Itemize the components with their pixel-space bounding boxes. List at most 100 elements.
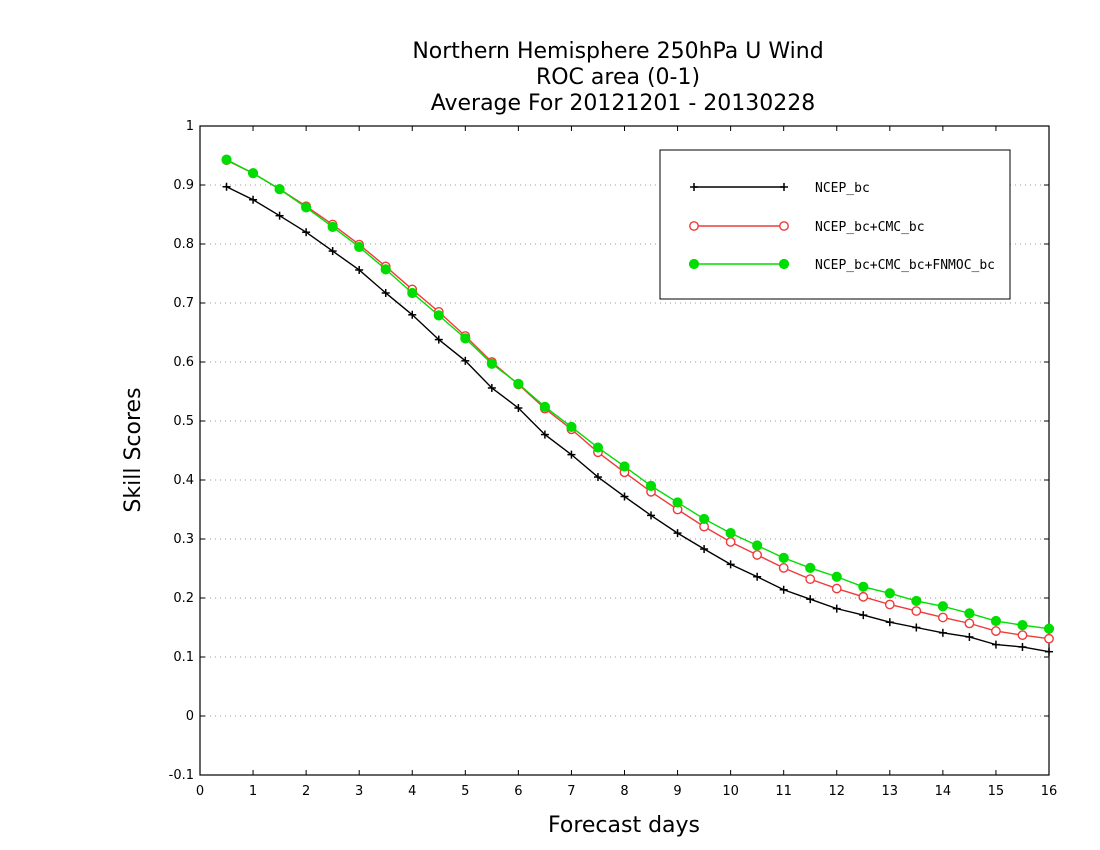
x-tick-label: 16 xyxy=(1041,784,1058,799)
data-point xyxy=(805,562,816,574)
data-point xyxy=(858,581,869,592)
y-tick-label: 0 xyxy=(186,709,194,724)
data-point xyxy=(779,585,788,594)
data-point xyxy=(1017,630,1028,641)
data-point xyxy=(566,421,577,432)
data-point xyxy=(539,401,551,412)
x-tick-label: 10 xyxy=(722,784,739,799)
data-point xyxy=(912,623,921,632)
data-point xyxy=(937,601,948,612)
x-tick-label: 14 xyxy=(935,784,952,799)
legend-entries: NCEP_bc NCEP_bc+CMC_bc NCEP_bc+CMC_bc+FNMO… xyxy=(688,181,995,273)
data-point xyxy=(700,545,709,554)
data-point xyxy=(1045,647,1053,656)
x-tick-label: 8 xyxy=(620,784,628,799)
data-point xyxy=(752,550,763,560)
data-point xyxy=(1018,642,1027,651)
data-point xyxy=(327,221,338,232)
data-point xyxy=(222,182,231,191)
data-point xyxy=(408,310,417,319)
series-2 xyxy=(221,154,1055,634)
data-point xyxy=(805,574,816,585)
data-point xyxy=(964,618,975,629)
data-point xyxy=(885,618,894,627)
data-point xyxy=(698,513,710,525)
data-point xyxy=(355,265,364,274)
x-tick-label: 1 xyxy=(249,784,257,799)
data-point xyxy=(753,572,762,581)
data-point xyxy=(274,184,285,195)
x-tick-label: 7 xyxy=(567,784,575,799)
data-point xyxy=(1044,633,1054,644)
x-axis-label: Forecast days xyxy=(548,813,700,838)
y-tick-label: 0.8 xyxy=(173,237,194,252)
y-tick-label: 0.2 xyxy=(173,591,194,606)
data-point xyxy=(619,461,630,472)
axis-ticks: -0.100.10.20.30.40.50.60.70.80.910 1 2 3 4 5 6… xyxy=(169,119,1058,799)
x-tick-label: 6 xyxy=(514,784,522,799)
y-tick-label: 0.1 xyxy=(173,650,194,665)
y-tick-label: 0.6 xyxy=(173,355,194,370)
data-point xyxy=(381,288,390,297)
y-tick-label: 0.7 xyxy=(173,296,194,311)
y-tick-label: 0.3 xyxy=(173,532,194,547)
data-point xyxy=(487,383,496,392)
data-point xyxy=(726,560,735,569)
data-point xyxy=(461,356,470,365)
x-tick-label: 9 xyxy=(673,784,681,799)
x-tick-label: 4 xyxy=(408,784,416,799)
data-point xyxy=(221,154,232,165)
legend-label: NCEP_bc+CMC_bc xyxy=(815,220,925,235)
x-tick-label: 2 xyxy=(302,784,310,799)
data-point xyxy=(407,287,418,299)
x-tick-label: 0 xyxy=(196,784,204,799)
legend-item: NCEP_bc+CMC_bc xyxy=(689,220,925,235)
data-point xyxy=(859,611,868,620)
data-point xyxy=(302,228,311,237)
data-point xyxy=(593,473,602,482)
y-axis-label: Skill Scores xyxy=(121,387,146,512)
legend-box xyxy=(659,149,1011,300)
data-point xyxy=(247,168,259,179)
y-tick-label: 0.4 xyxy=(173,473,194,488)
data-point xyxy=(991,626,1001,636)
data-point xyxy=(884,588,895,599)
data-point xyxy=(354,241,365,253)
data-point xyxy=(486,358,497,369)
data-point xyxy=(752,540,763,551)
data-point xyxy=(990,615,1002,627)
data-point xyxy=(991,640,1000,649)
y-tick-label: 0.9 xyxy=(173,178,194,193)
data-point xyxy=(725,528,736,539)
legend-marker-right xyxy=(780,183,788,191)
data-point xyxy=(460,333,471,344)
legend-marker-right xyxy=(778,258,790,270)
data-point xyxy=(514,404,523,413)
legend-item: NCEP_bc+CMC_bc+FNMOC_bc xyxy=(688,258,995,273)
data-point xyxy=(831,583,842,594)
legend-label: NCEP_bc+CMC_bc+FNMOC_bc xyxy=(815,258,995,273)
series xyxy=(221,154,1055,656)
data-point xyxy=(647,511,656,520)
x-tick-label: 11 xyxy=(775,784,792,799)
data-point xyxy=(275,211,284,220)
legend-item: NCEP_bc xyxy=(690,181,870,196)
x-tick-label: 3 xyxy=(355,784,363,799)
data-point xyxy=(433,310,444,321)
data-point xyxy=(884,599,895,610)
data-point xyxy=(592,442,604,453)
data-point xyxy=(964,608,975,619)
data-point xyxy=(965,632,974,641)
data-point xyxy=(911,606,922,616)
x-tick-label: 5 xyxy=(461,784,469,799)
y-tick-label: 1 xyxy=(186,119,194,134)
data-point xyxy=(620,492,629,501)
data-point xyxy=(434,335,443,344)
data-point xyxy=(778,563,789,573)
x-tick-label: 12 xyxy=(828,784,845,799)
data-point xyxy=(540,430,549,439)
data-point xyxy=(937,612,948,623)
chart-title-line-3: Average For 20121201 - 20130228 xyxy=(431,91,816,116)
legend-marker-right xyxy=(779,221,789,231)
